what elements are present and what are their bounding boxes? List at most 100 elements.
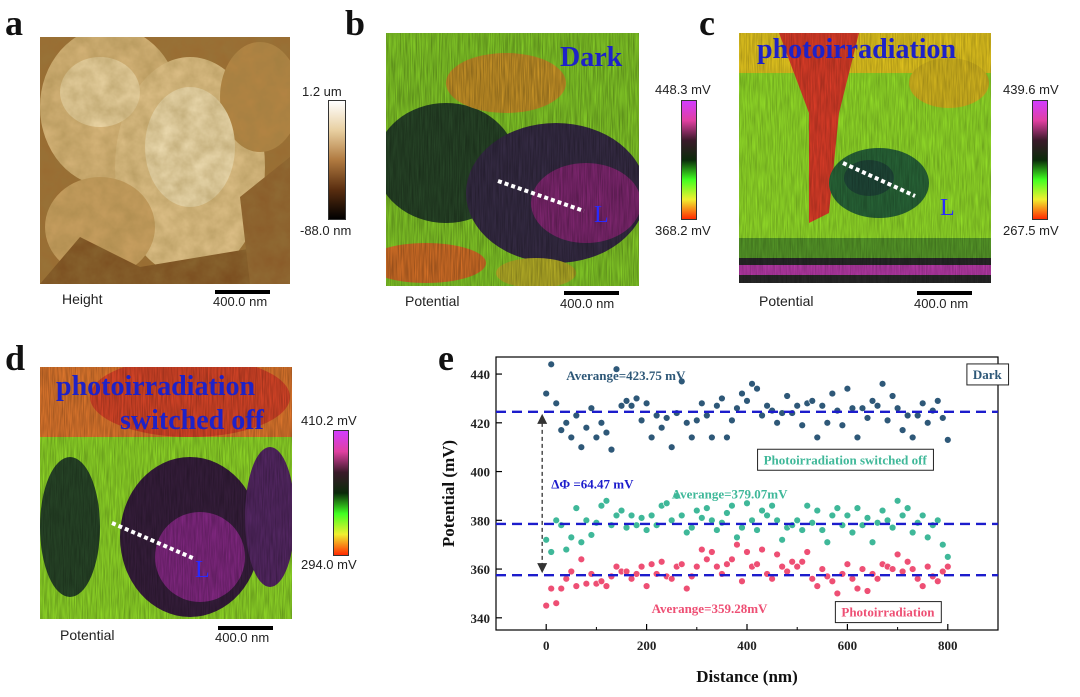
- caption-a: Height: [62, 291, 103, 307]
- data-point-photo: [602, 582, 611, 590]
- scalebar-c-label: 400.0 nm: [914, 296, 969, 311]
- data-point-photo: [562, 575, 570, 583]
- data-point-off: [678, 511, 686, 520]
- data-point-photo: [808, 575, 816, 583]
- annotation-delta-phi: ΔΦ =64.47 mV: [551, 477, 634, 492]
- data-point-photo: [793, 562, 801, 571]
- data-point-dark: [793, 402, 801, 410]
- data-point-off: [908, 528, 917, 537]
- data-point-dark: [627, 402, 636, 410]
- data-point-photo: [863, 587, 872, 595]
- data-point-off: [798, 526, 806, 534]
- data-point-off: [853, 504, 862, 512]
- annotation-average-photo: Averange=359.28mV: [652, 601, 768, 616]
- data-point-photo: [853, 584, 862, 593]
- x-tick-label: 200: [637, 638, 657, 653]
- data-point-dark: [798, 421, 806, 429]
- data-point-off: [673, 492, 681, 500]
- data-point-photo: [783, 567, 791, 576]
- data-point-off: [693, 506, 701, 515]
- data-point-photo: [582, 579, 591, 588]
- data-point-dark: [617, 402, 626, 410]
- data-point-photo: [612, 562, 621, 571]
- kpfm-off-image: [40, 367, 292, 619]
- data-point-dark: [718, 394, 726, 403]
- data-point-dark: [868, 397, 877, 405]
- data-point-dark: [703, 411, 711, 420]
- data-point-off: [808, 519, 816, 527]
- legend-box-photo-label: Photoirradiation: [841, 605, 935, 620]
- data-point-photo: [798, 558, 806, 566]
- data-point-off: [888, 523, 897, 532]
- data-point-photo: [637, 562, 646, 571]
- data-point-photo: [758, 545, 766, 554]
- data-point-off: [828, 511, 837, 520]
- data-point-photo: [908, 565, 917, 573]
- data-point-off: [818, 526, 826, 534]
- data-point-photo: [828, 577, 837, 585]
- data-point-photo: [552, 599, 560, 607]
- potential-scatter-chart: 0 200 400 600 800 340 360 380 400 420 440 Distance …: [439, 356, 1010, 686]
- delta-arrow-head-up: [537, 413, 548, 424]
- colorbar-d: [333, 430, 349, 556]
- data-point-dark: [878, 380, 887, 388]
- x-axis-label: Distance (nm): [696, 667, 798, 686]
- data-point-dark: [939, 414, 947, 422]
- data-point-dark: [934, 397, 942, 405]
- data-point-dark: [632, 394, 641, 403]
- data-point-photo: [703, 555, 711, 564]
- data-point-photo: [858, 565, 867, 573]
- data-point-dark: [883, 416, 892, 425]
- data-point-dark: [823, 419, 832, 427]
- data-point-off: [647, 511, 656, 520]
- y-tick-label: 440: [471, 367, 491, 382]
- data-point-off: [728, 501, 736, 510]
- data-point-photo: [647, 560, 656, 568]
- data-point-dark: [733, 404, 741, 412]
- data-point-off: [632, 521, 641, 529]
- data-point-off: [883, 516, 892, 525]
- legend-box-off-label: Photoirradiation switched off: [764, 452, 928, 467]
- data-point-photo: [547, 584, 555, 593]
- data-point-off: [733, 533, 741, 542]
- data-point-dark: [547, 360, 555, 369]
- data-point-dark: [903, 411, 912, 420]
- marker-b-l: L: [594, 202, 609, 228]
- data-point-photo: [733, 540, 741, 549]
- data-point-photo: [743, 548, 751, 556]
- data-point-off: [567, 533, 576, 542]
- panel-e-label: e: [438, 338, 454, 378]
- overlay-c-photoirradiation: photoirradiation: [757, 34, 957, 65]
- data-point-photo: [924, 562, 932, 571]
- data-point-photo: [788, 558, 796, 566]
- data-point-off: [773, 516, 781, 525]
- data-point-photo: [898, 567, 907, 576]
- legend-box-off: [757, 448, 934, 471]
- overlay-d-line2: switched off: [120, 405, 264, 436]
- data-point-off: [602, 497, 611, 505]
- data-point-photo: [803, 548, 811, 556]
- data-point-off: [587, 531, 596, 539]
- data-point-dark: [607, 445, 616, 454]
- data-point-off: [743, 499, 751, 507]
- data-point-off: [597, 501, 606, 510]
- data-point-photo: [778, 562, 786, 571]
- data-point-photo: [873, 575, 882, 583]
- data-point-dark: [557, 426, 565, 434]
- data-point-off: [893, 497, 902, 505]
- data-point-off: [793, 516, 801, 525]
- colorbar-c: [1032, 100, 1048, 220]
- data-point-off: [662, 499, 671, 507]
- y-tick-label: 400: [471, 465, 491, 480]
- data-point-photo: [577, 555, 586, 564]
- data-point-dark: [612, 365, 621, 373]
- data-point-off: [919, 511, 927, 520]
- data-point-off: [612, 511, 621, 520]
- panel-b-label: b: [345, 3, 366, 43]
- data-point-dark: [723, 433, 731, 442]
- data-point-off: [723, 509, 731, 517]
- data-point-dark: [843, 384, 852, 393]
- data-point-dark: [919, 399, 927, 408]
- data-point-dark: [908, 433, 917, 442]
- data-point-off: [848, 528, 857, 537]
